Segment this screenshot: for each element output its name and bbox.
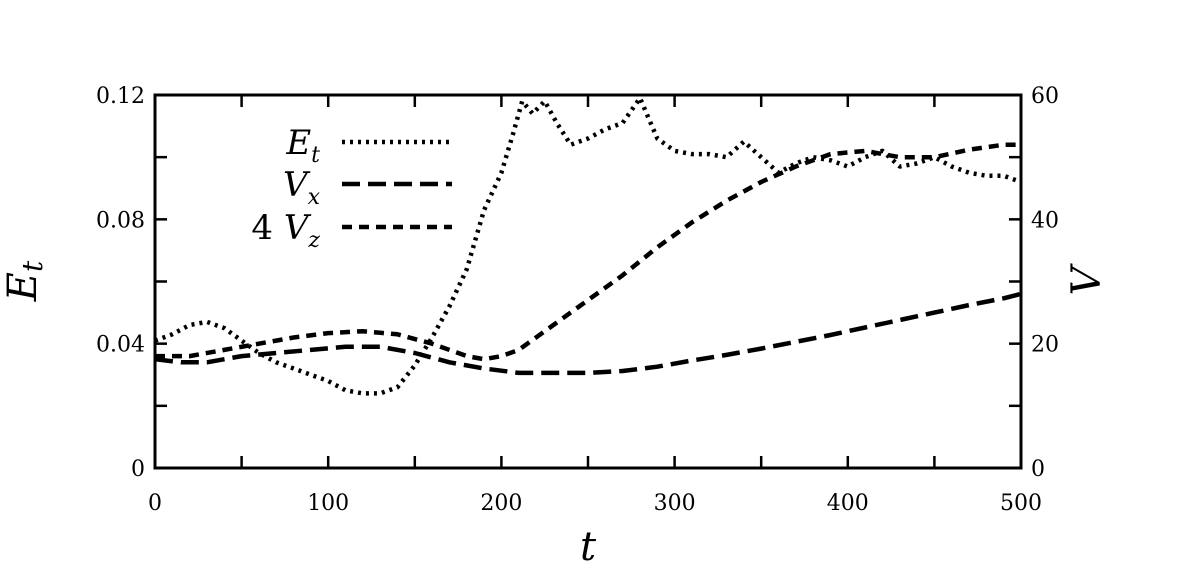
y-left-axis-label-main: E: [0, 272, 46, 302]
legend-label-0: Et: [285, 123, 320, 168]
y-left-axis-label-sub: t: [16, 260, 49, 272]
y-left-tick-label: 0.08: [96, 208, 145, 233]
series-line-1: [154, 291, 1022, 376]
y-right-tick-label: 0: [1031, 457, 1045, 482]
series-lines: [154, 95, 1022, 396]
legend-label-2: 4 Vz: [251, 208, 320, 253]
x-tick-label: 300: [654, 491, 696, 516]
x-tick-label: 400: [827, 491, 869, 516]
x-tick-label: 0: [148, 491, 162, 516]
x-tick-label: 100: [307, 491, 349, 516]
y-left-tick-label: 0.12: [96, 84, 145, 109]
y-left-tick-label: 0.04: [96, 333, 145, 358]
y-right-axis-label: V: [1064, 262, 1110, 295]
plot-frame: [153, 93, 1023, 470]
y-left-tick-label: 0: [131, 457, 145, 482]
ticks: [153, 93, 1023, 470]
y-right-tick-label: 20: [1031, 333, 1059, 358]
legend-label-1: Vx: [283, 165, 321, 210]
y-left-axis-label: Et: [0, 260, 49, 302]
series-line-2: [155, 142, 1021, 362]
x-tick-label: 200: [480, 491, 522, 516]
x-axis-label: t: [580, 524, 597, 570]
y-right-tick-label: 60: [1031, 84, 1059, 109]
x-tick-label: 500: [1000, 491, 1042, 516]
tick-labels: 0 100 200 300 400 500 0 0.04 0.08 0.12 0 20 40 60: [96, 84, 1059, 516]
y-right-tick-label: 40: [1031, 208, 1059, 233]
